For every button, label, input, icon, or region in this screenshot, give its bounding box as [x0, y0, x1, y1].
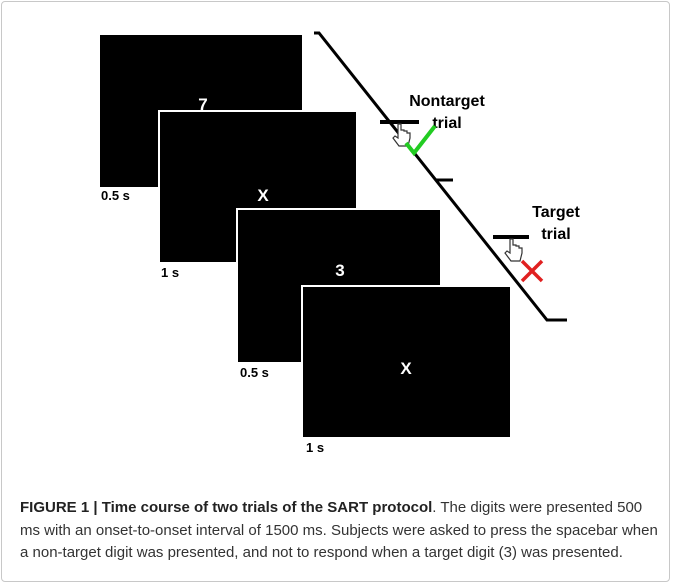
stimulus: 3 — [335, 261, 344, 280]
stimulus: 7 — [198, 95, 207, 114]
check-mark — [404, 124, 437, 157]
hand-icon — [504, 238, 523, 262]
screen — [301, 285, 512, 439]
annotation: Target — [532, 204, 580, 221]
annotation: trial — [432, 115, 461, 132]
caption: FIGURE 1 | Time course of two trials of … — [20, 497, 660, 565]
diagram: 7 0.5 s X 1 s 3 0.5 s X 1 s Nontarget tr… — [100, 31, 581, 455]
stimulus: X — [257, 186, 269, 205]
hand-icon — [392, 123, 411, 147]
caption-label: FIGURE 1 | Time course of two trials of … — [20, 499, 433, 516]
duration: 0.5 s — [101, 188, 130, 203]
timeline — [314, 31, 567, 322]
duration: 1 s — [306, 440, 324, 455]
annotation: Nontarget — [409, 93, 485, 110]
annotation: trial — [541, 226, 570, 243]
duration: 1 s — [161, 265, 179, 280]
cross-mark — [520, 259, 544, 283]
caption-text: . The digits were presented 500 ms with … — [20, 499, 658, 561]
stimulus: X — [400, 359, 412, 378]
duration: 0.5 s — [240, 365, 269, 380]
